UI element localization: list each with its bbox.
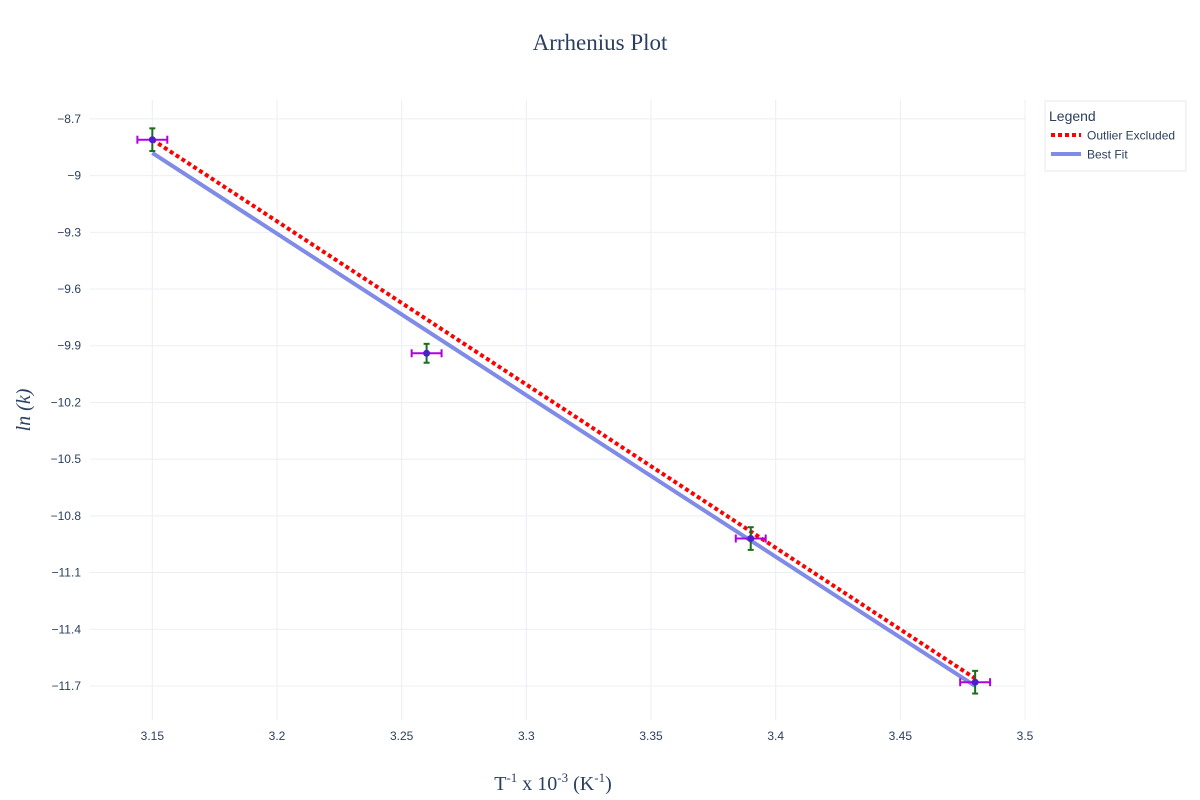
x-axis-title: T-1 x 10-3 (K-1) [494,770,612,795]
y-tick-label: −11.4 [52,622,82,636]
x-tick-label: 3.5 [1017,729,1034,743]
data-point[interactable] [423,349,431,357]
x-tick-label: 3.15 [141,729,165,743]
y-tick-label: −10.2 [51,395,82,409]
data-point-group[interactable] [410,342,443,364]
x-tick-labels: 3.15 3.2 3.25 3.3 3.35 3.4 3.45 3.5 [141,729,1034,743]
x-tick-label: 3.35 [639,729,663,743]
y-tick-labels: −8.7 −9 −9.3 −9.6 −9.9 −10.2 −10.5 −10.8 −11.1 −1… [51,112,82,693]
data-point-group[interactable] [734,526,767,551]
x-tick-label: 3.3 [518,729,535,743]
x-tick-label: 3.45 [889,729,913,743]
x-tick-label: 3.4 [767,729,784,743]
points-layer [136,127,992,695]
chart-title: Arrhenius Plot [533,30,668,55]
legend-label-best-fit[interactable]: Best Fit [1087,148,1128,162]
y-tick-label: −9.3 [57,225,81,239]
y-tick-label: −9.9 [57,339,81,353]
y-axis-title: ln (k) [13,388,35,431]
data-point[interactable] [747,535,755,543]
data-point[interactable] [148,136,156,144]
data-point[interactable] [971,678,979,686]
series-line-outlier-excluded[interactable] [151,138,977,681]
y-tick-label: −9.6 [57,282,81,296]
series-line-best-fit[interactable] [151,151,977,688]
series-layer [151,138,977,688]
y-tick-label: −10.5 [51,452,82,466]
data-point-group[interactable] [136,127,169,153]
legend-title: Legend [1049,108,1096,124]
y-tick-label: −10.8 [51,509,82,523]
data-point-group[interactable] [959,669,992,695]
legend: Legend Outlier Excluded Best Fit [1044,100,1187,172]
x-tick-label: 3.25 [390,729,414,743]
x-tick-label: 3.2 [269,729,286,743]
y-tick-label: −11.1 [52,566,82,580]
grid-layer [90,100,1026,720]
y-tick-label: −8.7 [57,112,81,126]
y-tick-label: −9 [67,169,81,183]
legend-label-outlier-excluded[interactable]: Outlier Excluded [1087,129,1175,143]
y-tick-label: −11.7 [52,679,82,693]
